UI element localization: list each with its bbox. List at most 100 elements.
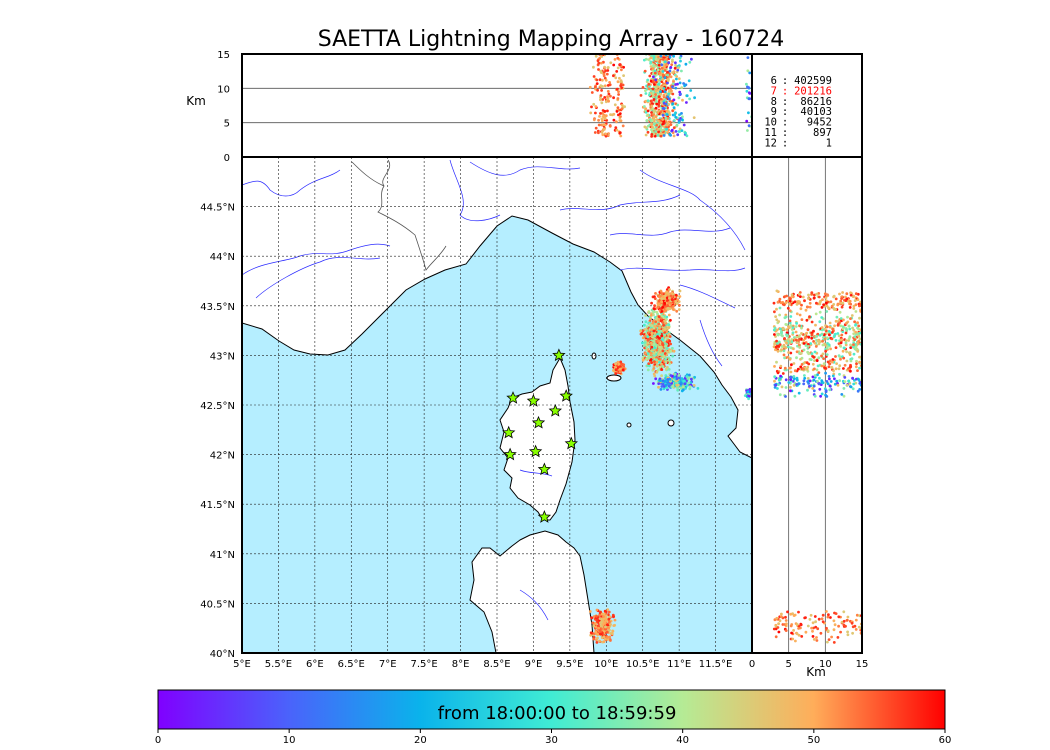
lightning-source — [608, 620, 611, 624]
lightning-source — [660, 334, 664, 338]
lightning-source-altitude — [595, 78, 599, 82]
lightning-source-altitude — [678, 127, 682, 131]
lightning-source — [650, 328, 654, 331]
lightning-source — [643, 341, 647, 345]
lightning-source-altitude-right — [800, 332, 803, 335]
lightning-source-altitude-right — [811, 629, 814, 633]
lightning-source-altitude-right — [821, 613, 825, 617]
lightning-source — [660, 303, 663, 307]
lightning-source-altitude-right — [849, 317, 852, 320]
lightning-source-altitude — [652, 122, 656, 126]
lightning-source — [598, 629, 602, 632]
lightning-source-altitude-right — [842, 619, 846, 623]
lightning-source-altitude — [645, 119, 649, 122]
lightning-source — [659, 290, 663, 293]
pianosa-island — [626, 422, 632, 428]
lightning-source-altitude-right — [845, 321, 848, 325]
lightning-source-altitude — [657, 104, 661, 108]
lightning-source-altitude-right — [806, 377, 810, 380]
lightning-source — [599, 610, 602, 614]
lightning-source-altitude-right — [798, 313, 802, 317]
lightning-source — [595, 614, 598, 618]
lightning-source-altitude-right — [812, 638, 816, 641]
lightning-source — [652, 334, 656, 338]
lightning-source-altitude — [661, 113, 665, 117]
lightning-source-altitude — [657, 130, 660, 134]
lightning-cluster — [639, 306, 676, 378]
lightning-source — [595, 608, 599, 612]
lightning-source-altitude-right — [849, 302, 853, 306]
lightning-source — [600, 636, 604, 640]
lightning-source-altitude — [685, 134, 689, 138]
lightning-source — [677, 308, 681, 311]
colorbar-tick-label: 30 — [545, 735, 558, 746]
lightning-source-altitude — [657, 101, 661, 105]
lightning-source-altitude — [677, 130, 681, 133]
lightning-source — [653, 304, 656, 308]
lightning-source-altitude — [652, 98, 656, 101]
lightning-source-altitude — [654, 89, 658, 93]
lightning-source-altitude — [622, 65, 625, 69]
lightning-source-altitude-right — [854, 628, 858, 631]
lightning-source-altitude-right — [848, 327, 852, 331]
lightning-source-altitude-right — [855, 333, 858, 336]
lightning-source — [662, 387, 666, 391]
lightning-source — [678, 303, 681, 307]
lightning-source-altitude-right — [847, 379, 851, 383]
lightning-source — [619, 360, 623, 364]
lightning-source-altitude — [659, 121, 662, 125]
lightning-source-altitude — [655, 102, 659, 106]
lightning-source-altitude-right — [813, 394, 817, 398]
lightning-source-altitude — [679, 92, 682, 96]
lightning-source-altitude-right — [789, 351, 793, 355]
lightning-source-altitude-right — [820, 328, 824, 332]
lightning-source-altitude-right — [820, 326, 824, 329]
lightning-source-altitude — [684, 62, 688, 66]
map-content — [242, 157, 752, 653]
lightning-source-altitude-right — [799, 307, 803, 311]
lightning-source — [671, 346, 674, 350]
lightning-source-altitude — [674, 111, 677, 115]
lightning-source-altitude-right — [805, 331, 808, 335]
lightning-source-altitude-right — [808, 379, 812, 383]
lightning-source-altitude — [659, 90, 662, 93]
lightning-source-altitude-right — [802, 342, 806, 345]
lightning-source-altitude — [659, 100, 663, 103]
lightning-source-altitude-right — [858, 337, 862, 341]
lightning-source — [657, 302, 661, 305]
lightning-source-altitude — [644, 89, 647, 92]
lightning-source-altitude-right — [838, 310, 842, 314]
lightning-source-altitude — [661, 90, 664, 93]
lightning-source-altitude-right — [795, 350, 799, 354]
altitude-tick-label-right: 15 — [856, 659, 869, 670]
lightning-source — [674, 300, 678, 303]
lightning-source-altitude-right — [827, 375, 831, 378]
lightning-source-altitude — [654, 106, 658, 110]
lightning-source — [664, 294, 667, 298]
lightning-source-altitude — [684, 131, 687, 135]
lightning-source-altitude-right — [773, 386, 777, 389]
lightning-source-altitude-right — [828, 325, 832, 329]
lightning-source-altitude-right — [798, 346, 802, 349]
lightning-source — [645, 357, 648, 361]
lightning-source — [669, 374, 673, 377]
lightning-source — [668, 339, 672, 343]
lightning-source-altitude — [612, 74, 615, 78]
lightning-source-altitude — [746, 129, 749, 132]
lightning-source-altitude-right — [816, 364, 820, 368]
lightning-source-altitude-right — [800, 318, 804, 321]
lightning-source — [684, 387, 687, 390]
lightning-source-altitude-right — [799, 295, 802, 298]
lightning-source-altitude — [604, 100, 608, 104]
lightning-source-altitude-right — [822, 362, 826, 366]
lightning-source — [648, 355, 652, 359]
lightning-source-altitude-right — [855, 613, 859, 617]
lightning-source — [665, 296, 669, 300]
lightning-source-altitude-right — [843, 363, 847, 367]
lightning-source-altitude — [594, 111, 597, 115]
capraia-island — [591, 352, 597, 360]
lightning-source-altitude-right — [852, 307, 856, 310]
lightning-source-altitude-right — [857, 377, 860, 381]
lightning-source-altitude — [667, 90, 671, 93]
lightning-source — [674, 293, 678, 297]
